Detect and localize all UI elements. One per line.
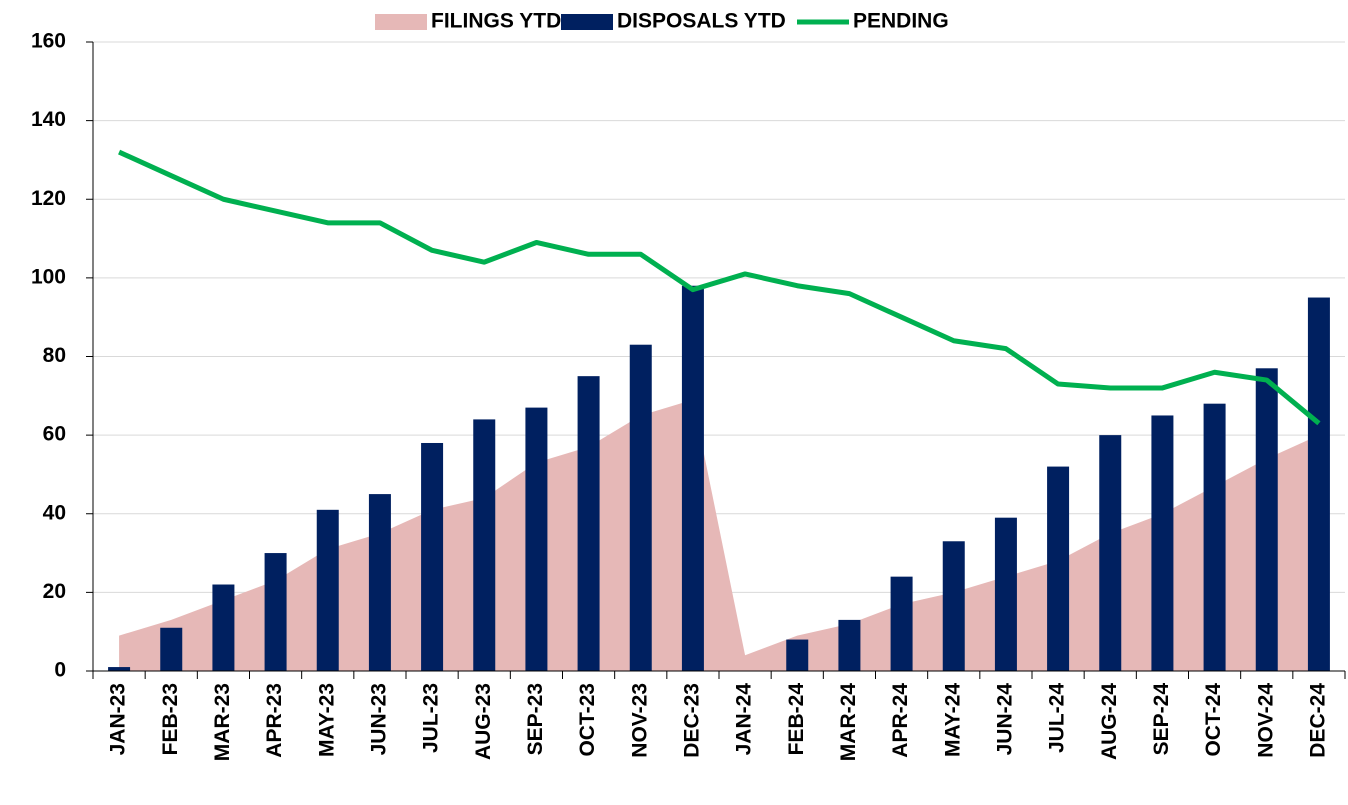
x-tick-label: OCT-23: [576, 683, 599, 757]
x-tick-label: JUL-24: [1046, 683, 1069, 753]
bar: [994, 517, 1017, 671]
legend-label: DISPOSALS YTD: [617, 10, 786, 33]
bar: [786, 639, 809, 671]
bar: [577, 376, 600, 671]
y-tick-label: 40: [43, 501, 66, 524]
bar: [316, 509, 339, 671]
legend-label: PENDING: [853, 10, 949, 33]
x-tick-label: JUL-23: [420, 683, 443, 753]
bar: [942, 541, 965, 671]
bar: [1151, 415, 1174, 671]
x-tick-label: MAY-23: [315, 683, 338, 757]
x-tick-label: JAN-24: [733, 683, 756, 756]
y-tick-label: 80: [43, 344, 66, 367]
bar: [525, 407, 548, 671]
x-tick-label: MAR-24: [837, 683, 860, 761]
area: [119, 399, 1319, 671]
x-tick-label: AUG-24: [1098, 683, 1121, 760]
bar: [890, 576, 913, 671]
x-tick-label: JUN-24: [993, 683, 1016, 756]
x-tick-label: FEB-24: [785, 683, 808, 756]
x-tick-label: NOV-23: [628, 683, 651, 758]
x-tick-label: AUG-23: [472, 683, 495, 760]
x-tick-label: DEC-24: [1306, 683, 1329, 758]
bar: [1099, 435, 1122, 671]
x-tick-label: MAR-23: [211, 683, 234, 761]
y-tick-label: 20: [43, 580, 66, 603]
x-tick-label: SEP-24: [1150, 683, 1173, 756]
y-tick-label: 0: [54, 659, 66, 682]
x-tick-label: JUN-23: [367, 683, 390, 755]
x-tick-label: MAY-24: [941, 683, 964, 757]
bar: [212, 584, 235, 671]
bar: [629, 344, 652, 671]
y-tick-label: 160: [31, 30, 66, 53]
y-tick-label: 140: [31, 108, 66, 131]
bar: [1255, 368, 1278, 671]
bar: [473, 419, 496, 671]
bar: [1203, 403, 1226, 671]
legend-swatch: [375, 14, 427, 30]
bar: [1307, 297, 1330, 671]
bar: [368, 494, 391, 671]
x-tick-label: FEB-23: [159, 683, 182, 755]
bar: [160, 627, 183, 671]
x-tick-label: APR-24: [889, 683, 912, 758]
y-tick-label: 120: [31, 187, 66, 210]
x-tick-label: APR-23: [263, 683, 286, 758]
bar: [108, 667, 131, 671]
line: [118, 149, 1321, 426]
bar: [681, 285, 704, 671]
bar: [838, 619, 861, 671]
bar: [264, 553, 287, 671]
x-tick-label: OCT-24: [1202, 683, 1225, 757]
x-tick-label: SEP-23: [524, 683, 547, 755]
x-tick-label: NOV-24: [1254, 683, 1277, 758]
x-tick-label: JAN-23: [107, 683, 130, 755]
y-tick-label: 60: [43, 423, 66, 446]
x-tick-label: DEC-23: [680, 683, 703, 758]
y-tick-label: 100: [31, 265, 66, 288]
legend-swatch: [561, 14, 613, 30]
legend-label: FILINGS YTD: [431, 10, 561, 33]
bar: [421, 442, 444, 671]
bar: [1047, 466, 1070, 671]
